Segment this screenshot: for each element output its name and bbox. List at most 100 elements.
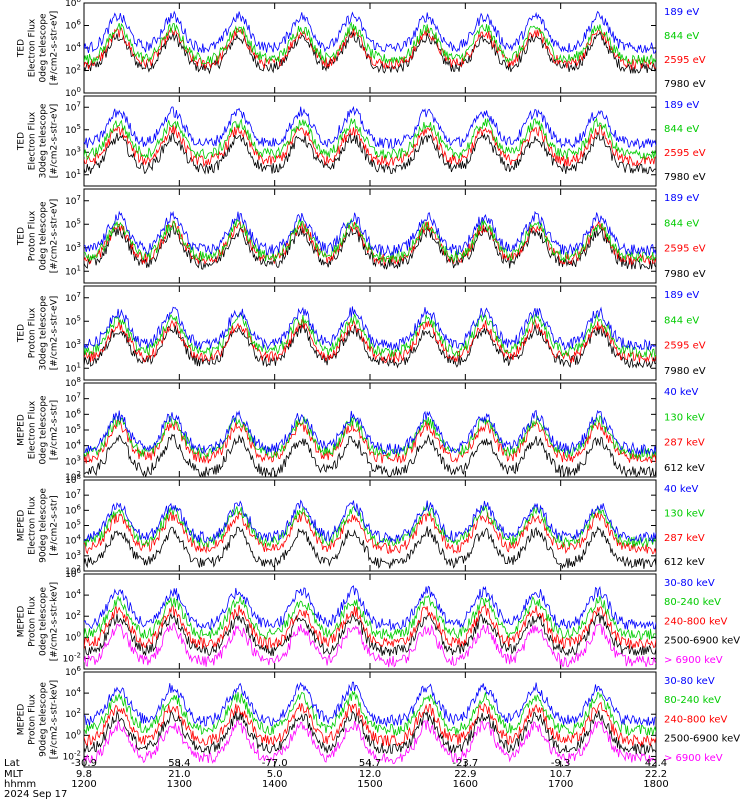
legend-entry: > 6900 keV — [664, 655, 723, 666]
legend-entry: 30-80 keV — [664, 578, 715, 589]
panel-5: 102 103 104 105 106 107 108 MEPED Electron Flux 0… — [17, 376, 705, 483]
panel-frame — [83, 2, 657, 94]
y-axis-label: TED — [17, 132, 27, 151]
series-trace-green — [84, 217, 656, 264]
y-tick-label: 105 — [65, 519, 81, 532]
y-tick-label: 105 — [65, 217, 81, 230]
y-axis-label: 0deg telescope — [39, 13, 49, 83]
y-tick-label: 101 — [65, 168, 81, 181]
series-group — [84, 499, 656, 570]
y-tick-label: 104 — [65, 686, 81, 699]
y-axis-label: [#/cm2-s-str-eV] — [50, 104, 60, 179]
legend-entry: > 6900 keV — [664, 753, 723, 764]
y-axis-label: [#/cm2-s-str-keV] — [50, 582, 60, 661]
y-tick-label: 101 — [65, 361, 81, 374]
series-trace-blue — [84, 681, 656, 728]
y-axis-label: Electron Flux — [28, 496, 38, 555]
x-tick-label-lat: 42.4 — [645, 758, 667, 769]
y-tick-label: 106 — [65, 503, 81, 516]
y-tick-label: 101 — [65, 264, 81, 277]
series-group — [84, 105, 656, 175]
panel-8: 10-2 100 102 104 106 MEPED Proton Flux 90deg te… — [17, 665, 740, 768]
series-trace-blue — [84, 10, 656, 54]
y-tick-label: 107 — [65, 100, 81, 113]
legend-entry: 2500-6900 keV — [664, 734, 740, 745]
y-axis-label: 0deg telescope — [39, 395, 49, 465]
legend-entry: 2500-6900 keV — [664, 636, 740, 647]
legend-entry: 2595 eV — [664, 148, 706, 159]
y-tick-label: 106 — [65, 567, 81, 580]
x-axis-row-label: MLT — [4, 769, 24, 780]
legend-entry: 130 keV — [664, 412, 705, 423]
legend-entry: 240-800 keV — [664, 616, 728, 627]
x-tick-label-mlt: 21.0 — [168, 769, 190, 780]
series-trace-green — [84, 594, 656, 641]
series-trace-red — [84, 604, 656, 650]
y-tick-label: 105 — [65, 423, 81, 436]
series-trace-black — [84, 525, 656, 570]
y-axis-label: Electron Flux — [28, 400, 38, 459]
y-tick-label: 10-2 — [63, 651, 81, 664]
x-tick-label-mlt: 22.9 — [454, 769, 476, 780]
x-tick-label-hhmm: 1400 — [262, 779, 287, 790]
panel-4: 101 103 105 107 TED Proton Flux 30deg telescop… — [17, 285, 706, 381]
panel-7: 10-2 100 102 104 106 MEPED Proton Flux 0deg tel… — [17, 567, 740, 670]
legend-entry: 30-80 keV — [664, 676, 715, 687]
x-tick-label-lat: -30.9 — [71, 758, 97, 769]
x-tick-label-hhmm: 1300 — [167, 779, 192, 790]
x-tick-label-lat: 54.7 — [359, 758, 381, 769]
series-trace-red — [84, 511, 656, 555]
legend-entry: 240-800 keV — [664, 714, 728, 725]
panel-1: 100 102 104 106 108 TED Electron Flux 0deg tele… — [17, 0, 706, 99]
legend-entry: 287 keV — [664, 438, 705, 449]
series-trace-black — [84, 611, 656, 657]
x-tick-label-hhmm: 1800 — [643, 779, 668, 790]
y-tick-label: 105 — [65, 314, 81, 327]
y-tick-label: 102 — [65, 470, 81, 483]
y-axis-label: Electron Flux — [28, 18, 38, 77]
legend-entry: 7980 eV — [664, 269, 706, 280]
panel-6: 102 103 104 105 106 107 108 MEPED Electron Flux 9… — [17, 473, 705, 577]
x-tick-label-lat: 58.4 — [168, 758, 190, 769]
legend-entry: 2595 eV — [664, 244, 706, 255]
y-axis-label: 0deg telescope — [39, 587, 49, 657]
series-trace-blue — [84, 105, 656, 150]
x-tick-label-hhmm: 1500 — [357, 779, 382, 790]
panel-2: 101 103 105 107 TED Electron Flux 30deg telesc… — [17, 95, 706, 187]
x-tick-label-mlt: 12.0 — [359, 769, 381, 780]
series-group — [84, 681, 656, 765]
x-tick-label-hhmm: 1600 — [453, 779, 478, 790]
series-trace-green — [84, 414, 656, 461]
series-trace-black — [84, 30, 656, 75]
y-axis-label: Proton Flux — [28, 694, 38, 745]
y-axis-label: MEPED — [17, 510, 27, 542]
y-tick-label: 102 — [65, 564, 81, 577]
y-axis-label: 90deg telescope — [39, 488, 49, 563]
legend-entry: 2595 eV — [664, 341, 706, 352]
y-tick-label: 106 — [65, 19, 81, 32]
legend-entry: 844 eV — [664, 124, 699, 135]
series-trace-black — [84, 131, 656, 175]
series-trace-red — [84, 27, 656, 71]
y-axis-label: TED — [17, 227, 27, 246]
x-axis-row-label: Lat — [4, 758, 20, 769]
y-tick-label: 103 — [65, 145, 81, 158]
y-axis-label: Proton Flux — [28, 210, 38, 261]
legend-entry: 40 keV — [664, 387, 698, 398]
series-group — [84, 306, 656, 369]
x-tick-label-lat: -77.0 — [262, 758, 288, 769]
series-trace-black — [84, 433, 656, 477]
y-axis-label: Electron Flux — [28, 111, 38, 170]
legend-entry: 7980 eV — [664, 79, 706, 90]
y-tick-label: 10-2 — [63, 749, 81, 762]
y-tick-label: 103 — [65, 549, 81, 562]
series-trace-green — [84, 690, 656, 737]
legend-entry: 130 keV — [664, 508, 705, 519]
legend-entry: 844 eV — [664, 218, 699, 229]
y-axis-label: 30deg telescope — [39, 103, 49, 178]
y-tick-label: 108 — [65, 0, 81, 9]
y-tick-label: 106 — [65, 407, 81, 420]
series-group — [84, 409, 656, 477]
series-trace-magenta — [84, 622, 656, 668]
y-axis-label: Proton Flux — [28, 307, 38, 358]
